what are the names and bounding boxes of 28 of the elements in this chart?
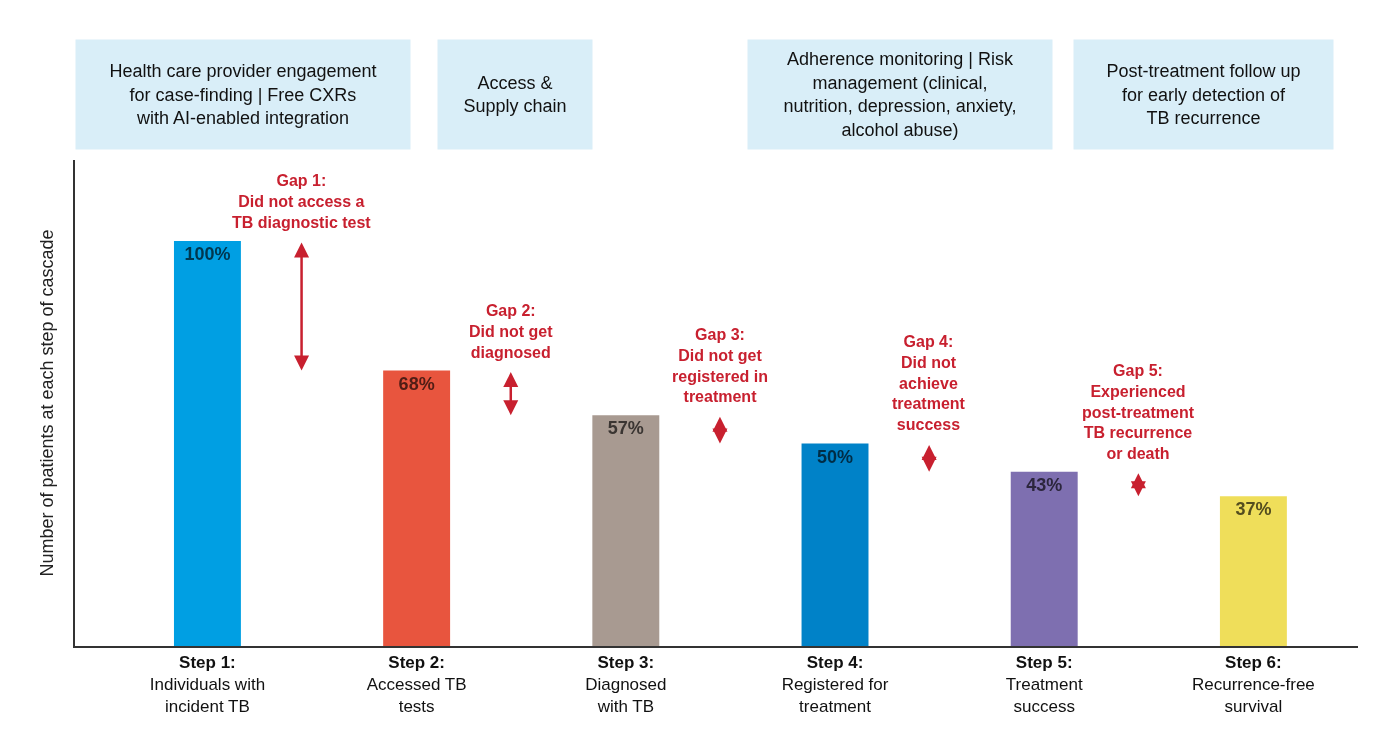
data-label: 100% <box>184 244 231 264</box>
x-tick-label: Step 3: Diagnosed with TB <box>585 653 667 717</box>
bar <box>592 415 660 646</box>
bar <box>801 443 869 646</box>
bar <box>173 241 241 646</box>
x-tick-label: Step 1: Individuals with incident TB <box>149 653 266 717</box>
data-label: 57% <box>607 418 644 439</box>
bar <box>383 370 451 646</box>
data-label: 68% <box>398 373 435 394</box>
text: Gap 1: Did not access a TB diagnostic test <box>232 172 372 231</box>
annotation: Gap 2: Did not get diagnosed <box>469 302 554 361</box>
text: Access & Supply chain <box>463 72 567 117</box>
annotation: Gap 4: Did not achieve treatment success <box>892 333 966 434</box>
x-tick-label: Step 4: Registered for treatment <box>781 653 889 717</box>
bar <box>1219 496 1287 646</box>
bar <box>1010 471 1078 646</box>
annotation: Gap 3: Did not get registered in treatment <box>672 326 769 406</box>
data-label: 50% <box>817 446 854 467</box>
data-label: 43% <box>1026 474 1063 495</box>
x-tick-label: Step 6: Recurrence-free survival <box>1191 653 1315 717</box>
x-tick-label: Step 5: Treatment success <box>1005 653 1083 717</box>
x-tick-label: Step 2: Accessed TB tests <box>366 653 467 717</box>
text: Post-treatment follow up for early detection of TB recurrence <box>1106 61 1301 128</box>
text: Health care provider engagement for case-finding | Free CXRs with AI-enabled integration <box>109 61 377 128</box>
data-label: 37% <box>1235 499 1272 520</box>
text: Adherence monitoring | Risk management (clinical, nutrition, depression, anxiety, alcohol abuse) <box>783 49 1017 140</box>
annotation: Gap 5: Experienced post-treatment TB recurrence or death <box>1082 362 1195 463</box>
y-axis-title: Number of patients at each step of cascade <box>36 229 57 577</box>
